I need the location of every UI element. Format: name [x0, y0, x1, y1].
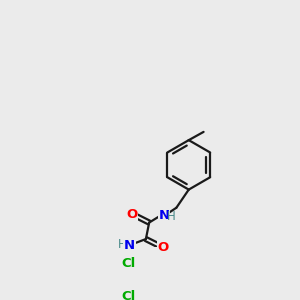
- Text: N: N: [158, 209, 169, 223]
- Text: H: H: [118, 238, 126, 250]
- Text: Cl: Cl: [122, 257, 136, 270]
- Text: O: O: [126, 208, 137, 221]
- Text: N: N: [124, 239, 135, 252]
- Text: Cl: Cl: [122, 290, 136, 300]
- Text: H: H: [167, 210, 176, 223]
- Text: O: O: [158, 241, 169, 254]
